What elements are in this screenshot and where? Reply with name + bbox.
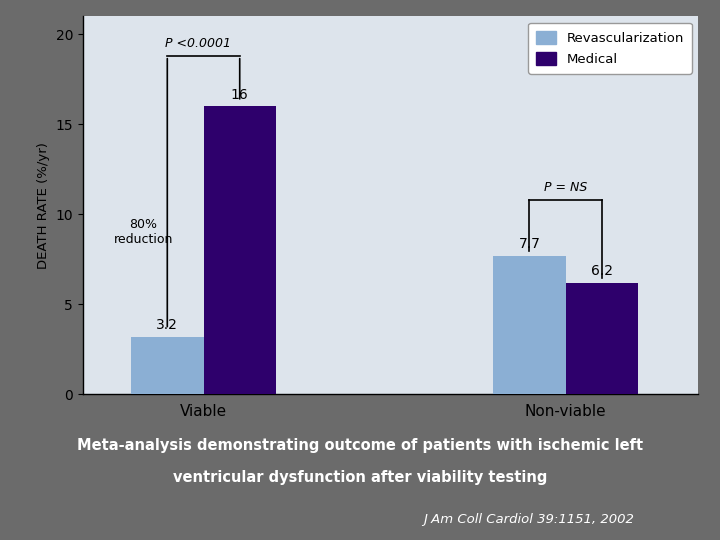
Bar	[493, 255, 566, 394]
Text: 6.2: 6.2	[591, 264, 613, 278]
Text: P <0.0001: P <0.0001	[165, 37, 231, 50]
Text: 16: 16	[231, 87, 248, 102]
Bar	[131, 336, 204, 394]
Bar	[566, 282, 638, 394]
Text: ventricular dysfunction after viability testing: ventricular dysfunction after viability …	[173, 470, 547, 485]
Text: J Am Coll Cardiol 39:1151, 2002: J Am Coll Cardiol 39:1151, 2002	[423, 513, 634, 526]
Text: 80%
reduction: 80% reduction	[114, 218, 173, 246]
Text: Meta-analysis demonstrating outcome of patients with ischemic left: Meta-analysis demonstrating outcome of p…	[77, 438, 643, 453]
Bar	[204, 106, 276, 394]
Legend: Revascularization, Medical: Revascularization, Medical	[528, 23, 692, 73]
Text: P = NS: P = NS	[544, 181, 588, 194]
Text: 7.7: 7.7	[518, 237, 540, 251]
Y-axis label: DEATH RATE (%/yr): DEATH RATE (%/yr)	[37, 142, 50, 268]
Text: 3.2: 3.2	[156, 318, 179, 332]
